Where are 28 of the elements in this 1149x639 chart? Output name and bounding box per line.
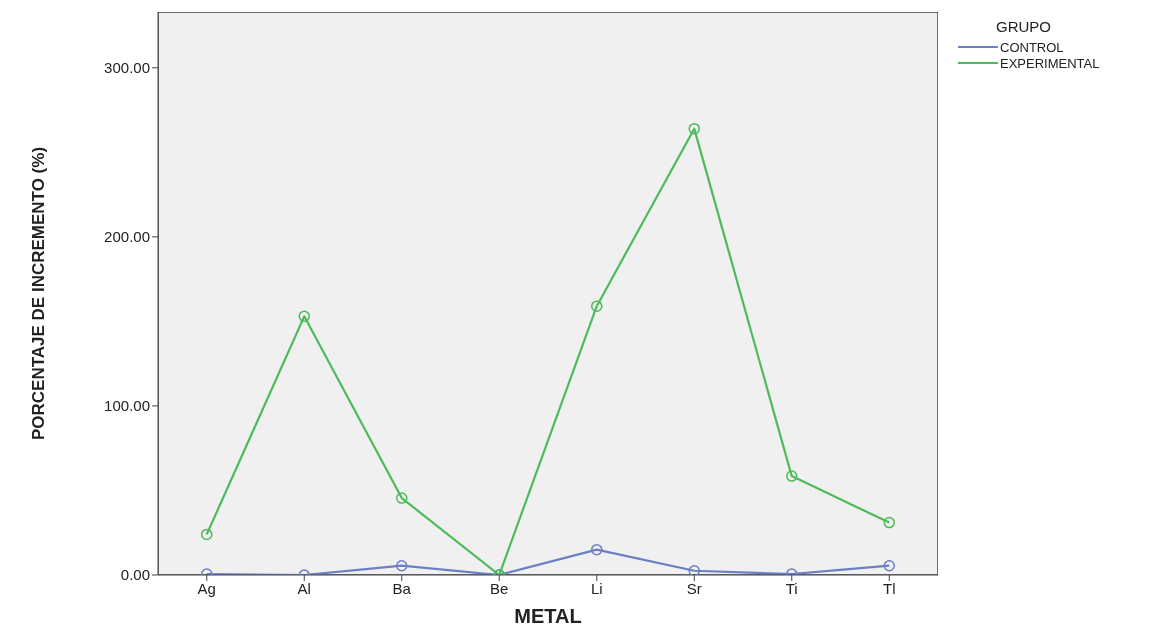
x-tick-label: Be xyxy=(490,579,509,597)
x-tick-label: Ba xyxy=(392,579,412,597)
x-tick-label: Al xyxy=(297,579,311,597)
y-tick-label: 300.00 xyxy=(104,59,150,77)
x-tick-label: Ti xyxy=(785,579,798,597)
legend-label: EXPERIMENTAL xyxy=(1000,55,1100,71)
x-tick-label: Sr xyxy=(686,579,702,597)
y-tick-label: 100.00 xyxy=(104,397,150,415)
y-axis-title: PORCENTAJE DE INCREMENTO (%) xyxy=(29,146,49,441)
point xyxy=(298,310,310,323)
y-tick-label: 0.00 xyxy=(120,566,150,584)
point xyxy=(201,528,213,541)
point xyxy=(688,122,700,135)
legend-title: GRUPO xyxy=(996,18,1052,35)
point xyxy=(396,492,408,504)
point xyxy=(688,565,700,575)
y-tick-label: 200.00 xyxy=(104,228,150,246)
point xyxy=(396,559,408,572)
x-tick-label: Ag xyxy=(197,579,216,597)
x-tick-label: Tl xyxy=(883,579,896,597)
point xyxy=(883,559,895,572)
point xyxy=(883,516,895,529)
point xyxy=(786,470,798,482)
point xyxy=(591,300,603,312)
x-tick-label: Li xyxy=(590,579,603,597)
x-axis-title: METAL xyxy=(514,605,582,627)
point xyxy=(591,543,603,556)
legend-label: CONTROL xyxy=(1000,39,1064,55)
